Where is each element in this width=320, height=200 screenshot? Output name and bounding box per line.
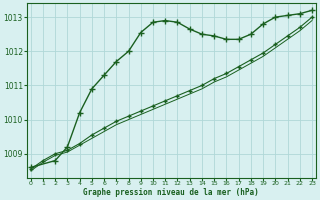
X-axis label: Graphe pression niveau de la mer (hPa): Graphe pression niveau de la mer (hPa)	[84, 188, 259, 197]
